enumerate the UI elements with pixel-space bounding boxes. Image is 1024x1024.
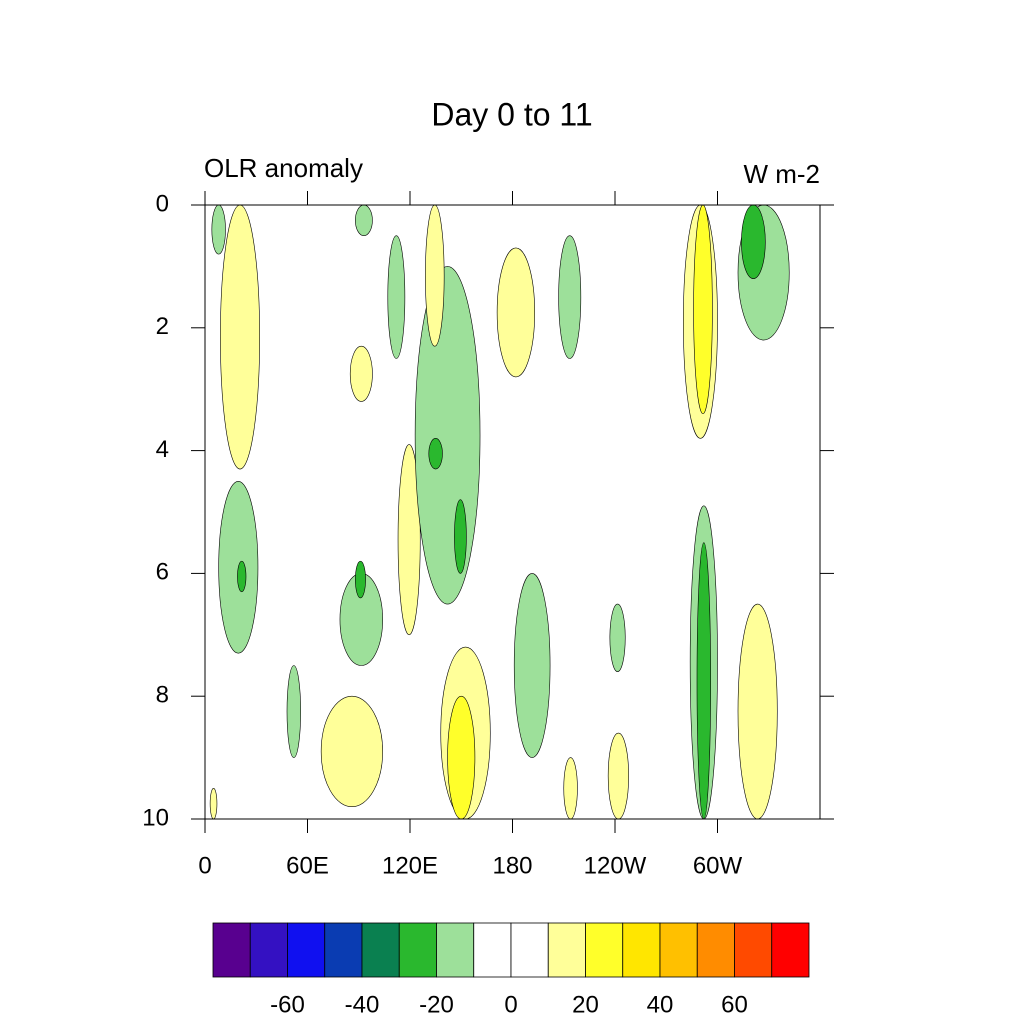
colorbar-box [287,922,326,978]
contour-region [355,560,366,599]
colorbar-box [324,922,363,978]
contour-region [454,499,467,574]
contour-region [425,205,445,347]
colorbar-box [547,922,586,978]
contour-region [607,732,629,819]
chart-title: Day 0 to 11 [431,96,592,132]
colorbar-box [212,922,251,978]
colorbar-box [734,922,773,978]
contour-region [563,757,578,819]
colorbar-box [771,922,810,978]
contour-region [209,788,218,819]
colorbar-box [436,922,475,978]
right-label: W m-2 [743,159,820,189]
contour-region [737,603,778,819]
colorbar-box [398,922,437,978]
contour-region [237,560,247,593]
x-tick-label: 60E [286,852,329,879]
colorbar-box [659,922,698,978]
contour-region [320,695,383,808]
contour-region [387,235,406,359]
colorbar-label: 0 [504,991,517,1018]
x-tick-label: 60W [693,852,743,879]
contour-region [414,266,481,605]
contour-region [696,542,711,819]
contour-region [428,438,443,470]
colorbar-box [249,922,288,978]
left-label: OLR anomaly [204,153,363,183]
contour-region [397,444,421,636]
contour-region [741,205,766,279]
colorbar-label: -60 [270,991,305,1018]
x-tick-label: 120W [584,852,647,879]
y-tick-label: 0 [156,190,169,217]
contour-region [609,603,626,672]
colorbar-label: -40 [345,991,380,1018]
colorbar-box [622,922,661,978]
colorbar-label: 60 [721,991,748,1018]
contour-region [355,205,373,236]
contour-region [513,573,551,758]
x-tick-label: 180 [492,852,532,879]
contour-region [286,665,301,758]
colorbar-label: -20 [419,991,454,1018]
y-tick-label: 10 [142,804,169,831]
y-tick-label: 8 [156,682,169,709]
contour-region [220,205,260,470]
contour-region [349,345,373,402]
contour-region [496,247,536,378]
colorbar-label: 40 [647,991,674,1018]
colorbar-box [473,922,512,978]
x-tick-label: 0 [198,852,211,879]
colorbar-box [361,922,400,978]
contour-field [209,205,790,819]
colorbar-box [696,922,735,978]
y-tick-label: 2 [156,313,169,340]
colorbar-label: 20 [572,991,599,1018]
contour-region [447,695,476,819]
contour-region [558,235,582,359]
colorbar-box [510,922,549,978]
y-tick-label: 6 [156,559,169,586]
x-tick-label: 120E [382,852,438,879]
contour-region [211,205,226,255]
contour-region [693,205,713,415]
y-tick-label: 4 [156,436,169,463]
colorbar-box [585,922,624,978]
